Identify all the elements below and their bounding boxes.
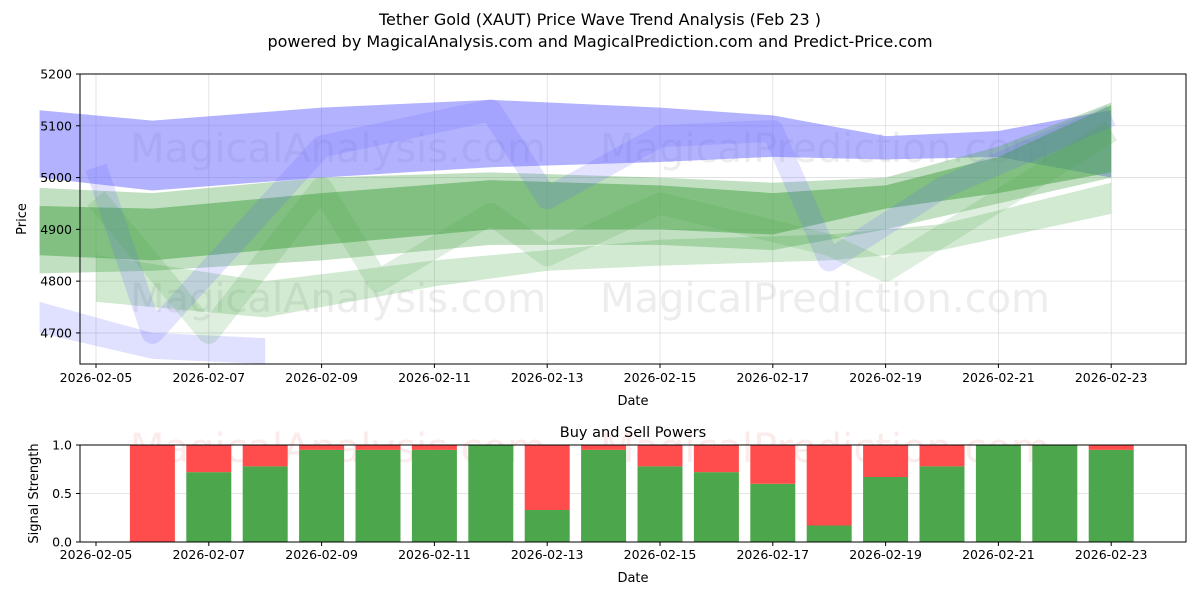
y-tick-label: 5000 bbox=[40, 170, 72, 185]
price-band-green-main-band bbox=[39, 105, 1112, 261]
buy-bar bbox=[524, 509, 570, 542]
x-tick-label: 2026-02-09 bbox=[285, 370, 358, 385]
sell-bar bbox=[129, 445, 175, 542]
x-tick-label: 2026-02-05 bbox=[60, 370, 133, 385]
sell-bar bbox=[637, 445, 683, 467]
x-tick-label: 2026-02-05 bbox=[60, 547, 133, 562]
price-band-lower-blue-band bbox=[39, 301, 266, 364]
signal-chart-title: Buy and Sell Powers bbox=[560, 425, 706, 441]
sell-bar bbox=[919, 445, 965, 467]
x-tick-label: 2026-02-13 bbox=[511, 547, 584, 562]
sell-bar bbox=[242, 445, 288, 467]
buy-bar bbox=[186, 472, 232, 542]
buy-bar bbox=[299, 449, 345, 542]
buy-bar bbox=[637, 466, 683, 542]
y-axis-label: Signal Strength bbox=[27, 443, 42, 543]
buy-bar bbox=[1088, 449, 1134, 542]
price-band-blue-upper-band bbox=[39, 99, 1112, 191]
signal-plot: MagicalAnalysis.comMagicalPrediction.com… bbox=[27, 425, 1187, 586]
watermark: MagicalAnalysis.com bbox=[130, 276, 546, 322]
x-tick-label: 2026-02-07 bbox=[172, 547, 245, 562]
x-tick-label: 2026-02-21 bbox=[962, 547, 1035, 562]
buy-bar bbox=[863, 477, 909, 542]
y-tick-label: 0.5 bbox=[52, 486, 72, 501]
y-axis-label: Price bbox=[15, 203, 30, 235]
sell-bar bbox=[750, 445, 796, 484]
buy-bar bbox=[411, 449, 457, 542]
x-tick-label: 2026-02-19 bbox=[849, 370, 922, 385]
y-tick-label: 4800 bbox=[40, 274, 72, 289]
x-tick-label: 2026-02-15 bbox=[624, 547, 697, 562]
price-band-green-wide-band bbox=[39, 102, 1112, 274]
buy-bar bbox=[242, 466, 288, 542]
buy-bar bbox=[693, 472, 739, 542]
x-tick-label: 2026-02-11 bbox=[398, 370, 471, 385]
buy-bar bbox=[975, 445, 1021, 542]
buy-bar bbox=[750, 483, 796, 542]
buy-bar bbox=[581, 449, 627, 542]
sell-bar bbox=[581, 445, 627, 450]
x-tick-label: 2026-02-15 bbox=[624, 370, 697, 385]
chart-subtitle: powered by MagicalAnalysis.com and Magic… bbox=[267, 32, 933, 51]
x-tick-label: 2026-02-19 bbox=[849, 547, 922, 562]
y-tick-label: 4700 bbox=[40, 325, 72, 340]
x-tick-label: 2026-02-17 bbox=[736, 370, 809, 385]
price-band-lower-green-band bbox=[96, 182, 1112, 318]
y-tick-label: 1.0 bbox=[52, 438, 72, 453]
price-plot: MagicalAnalysis.com MagicalPrediction.com… bbox=[15, 67, 1187, 409]
sell-bar bbox=[524, 445, 570, 510]
x-axis-label: Date bbox=[617, 394, 648, 409]
x-axis-label: Date bbox=[617, 571, 648, 586]
chart-title: Tether Gold (XAUT) Price Wave Trend Anal… bbox=[379, 10, 821, 29]
sell-bar bbox=[863, 445, 909, 478]
buy-bar bbox=[355, 449, 401, 542]
watermark: MagicalPrediction.com bbox=[600, 276, 1050, 322]
x-tick-label: 2026-02-11 bbox=[398, 547, 471, 562]
buy-bar bbox=[1032, 445, 1078, 542]
y-tick-label: 4900 bbox=[40, 222, 72, 237]
sell-bar bbox=[1088, 445, 1134, 450]
buy-bar bbox=[919, 466, 965, 542]
x-tick-label: 2026-02-23 bbox=[1075, 547, 1148, 562]
x-tick-label: 2026-02-21 bbox=[962, 370, 1035, 385]
price-axes-frame bbox=[79, 73, 1187, 365]
sell-bar bbox=[411, 445, 457, 450]
x-tick-label: 2026-02-17 bbox=[736, 547, 809, 562]
buy-bar bbox=[468, 445, 514, 542]
wave-stroke bbox=[87, 121, 1117, 344]
y-tick-label: 5200 bbox=[40, 67, 72, 82]
x-tick-label: 2026-02-07 bbox=[172, 370, 245, 385]
x-tick-label: 2026-02-09 bbox=[285, 547, 358, 562]
sell-bar bbox=[186, 445, 232, 473]
sell-bar bbox=[693, 445, 739, 473]
sell-bar bbox=[355, 445, 401, 450]
x-tick-label: 2026-02-13 bbox=[511, 370, 584, 385]
sell-bar bbox=[299, 445, 345, 450]
sell-bar bbox=[806, 445, 852, 526]
x-tick-label: 2026-02-23 bbox=[1075, 370, 1148, 385]
buy-bar bbox=[806, 525, 852, 542]
y-tick-label: 5100 bbox=[40, 118, 72, 133]
wave-stroke bbox=[85, 99, 1116, 344]
y-tick-label: 0.0 bbox=[52, 535, 72, 550]
